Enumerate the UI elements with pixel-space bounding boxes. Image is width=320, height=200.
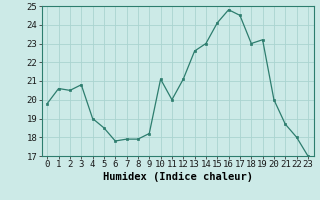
X-axis label: Humidex (Indice chaleur): Humidex (Indice chaleur) (103, 172, 252, 182)
